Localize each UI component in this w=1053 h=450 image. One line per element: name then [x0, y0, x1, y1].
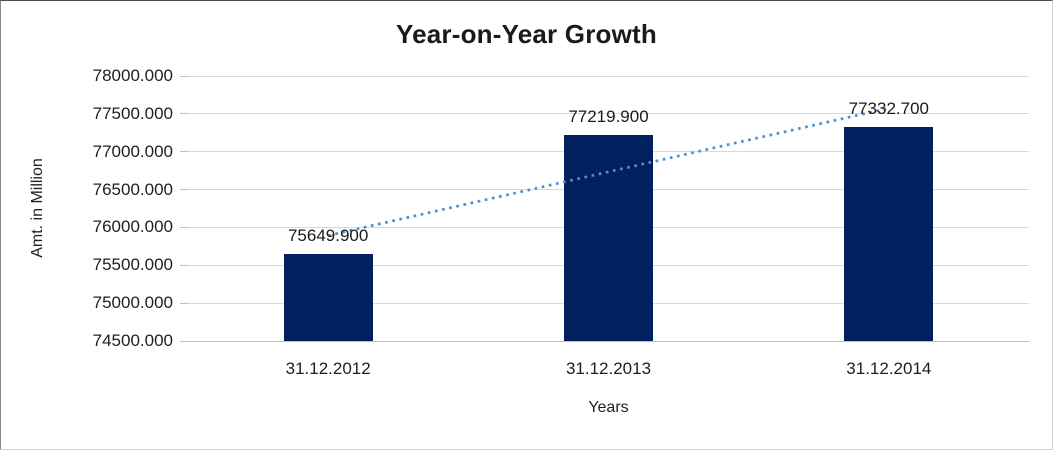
trendline [327, 106, 890, 237]
y-tick-mark [180, 302, 188, 304]
y-tick-label: 76500.000 [92, 179, 173, 199]
y-tick-label: 77000.000 [92, 141, 173, 161]
bar [564, 135, 653, 341]
y-tick-label: 77500.000 [92, 103, 173, 123]
y-tick-mark [180, 226, 188, 228]
bar [283, 253, 373, 341]
plot-area: 75649.900 77219.900 77332.700 [188, 75, 1029, 342]
x-tick-label: 31.12.2014 [846, 359, 932, 378]
y-tick-mark [180, 264, 188, 266]
x-tick-label: 31.12.2013 [565, 359, 652, 378]
y-tick-mark [180, 151, 188, 153]
bar-value-label: 77219.900 [568, 107, 649, 127]
x-axis-title: Years [588, 399, 629, 416]
gridline [188, 113, 1029, 115]
y-tick-label: 74500.000 [92, 331, 173, 350]
y-tick-mark [180, 113, 188, 115]
y-tick-label: 75500.000 [92, 255, 173, 275]
y-tick-mark [180, 340, 188, 342]
y-tick-label: 76000.000 [92, 217, 173, 237]
gridline [188, 75, 1029, 77]
bar [844, 126, 934, 341]
y-tick-mark [180, 189, 188, 191]
y-axis-title: Amt. in Million [29, 158, 46, 258]
chart-title: Year-on-Year Growth [396, 19, 657, 49]
x-tick-label: 31.12.2012 [285, 359, 371, 378]
y-tick-label: 78000.000 [92, 66, 173, 85]
y-tick-label: 75000.000 [92, 293, 173, 313]
bar-value-label: 75649.900 [287, 225, 369, 245]
y-tick-mark [180, 75, 188, 77]
bar-value-label: 77332.700 [848, 98, 930, 118]
x-axis-line [188, 340, 1029, 342]
